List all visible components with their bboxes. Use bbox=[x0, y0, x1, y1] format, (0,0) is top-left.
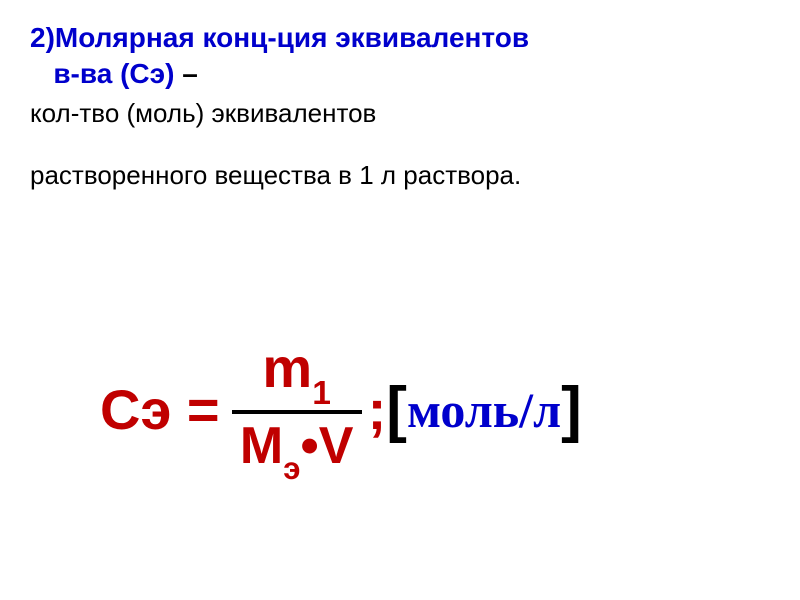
formula-semicolon: ; bbox=[368, 377, 387, 442]
heading-number: 2) bbox=[30, 22, 55, 53]
numerator-sub: 1 bbox=[312, 375, 331, 412]
body-line-2: растворенного вещества в 1 л раствора. bbox=[30, 157, 770, 193]
formula: Сэ = m1 Мэ•V ;[моль/л] bbox=[100, 340, 582, 479]
heading-indent bbox=[30, 58, 53, 89]
heading-title-1: Молярная конц-ция эквивалентов bbox=[55, 22, 529, 53]
formula-unit: моль/л bbox=[407, 381, 561, 439]
denom-sub: э bbox=[283, 451, 300, 486]
formula-fraction: m1 Мэ•V bbox=[232, 340, 362, 479]
bracket-close: ] bbox=[561, 374, 582, 445]
numerator-base: m bbox=[262, 336, 312, 399]
bracket-open: [ bbox=[386, 374, 407, 445]
heading-row: 2)Молярная конц-ция эквивалентов bbox=[30, 20, 770, 56]
denom-m: М bbox=[240, 417, 283, 475]
heading-row-2: в-ва (Сэ) – bbox=[30, 56, 770, 92]
heading-dash: – bbox=[174, 58, 197, 89]
denom-dot: • bbox=[300, 417, 318, 475]
slide-content: 2)Молярная конц-ция эквивалентов в-ва (С… bbox=[30, 20, 770, 194]
heading-title-2: в-ва (Сэ) bbox=[53, 58, 174, 89]
denom-v: V bbox=[319, 417, 354, 475]
formula-lhs: Сэ = bbox=[100, 377, 220, 442]
body-line-1: кол-тво (моль) эквивалентов bbox=[30, 95, 770, 131]
formula-numerator: m1 bbox=[254, 340, 338, 410]
formula-denominator: Мэ•V bbox=[232, 414, 361, 480]
